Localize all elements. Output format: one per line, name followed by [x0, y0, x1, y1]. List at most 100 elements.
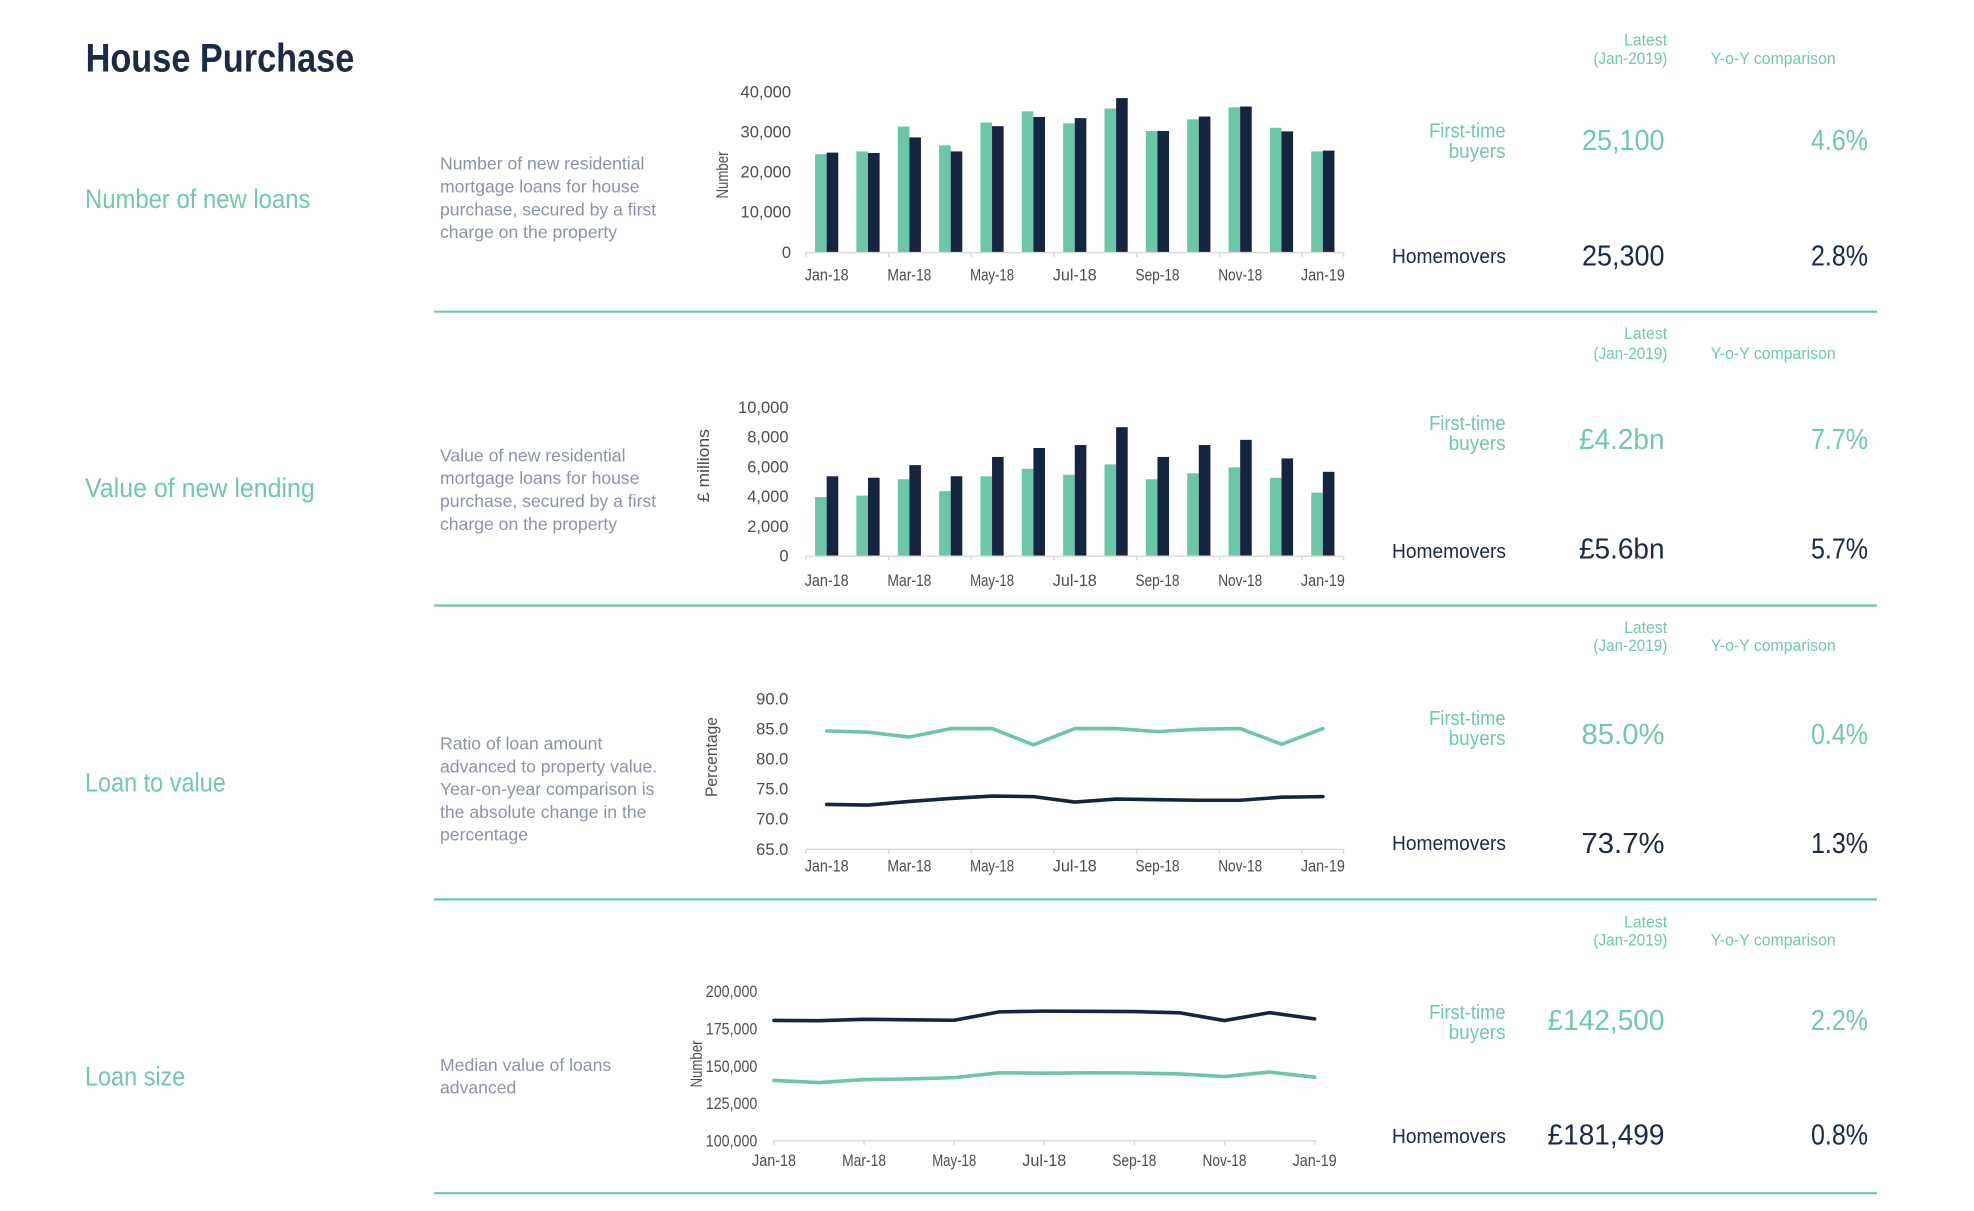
svg-text:Sep-18: Sep-18	[1136, 857, 1180, 875]
svg-text:1.3%: 1.3%	[1811, 828, 1868, 860]
svg-text:£181,499: £181,499	[1548, 1120, 1665, 1152]
svg-text:25,100: 25,100	[1582, 125, 1665, 157]
svg-text:6,000: 6,000	[747, 458, 788, 476]
svg-text:0: 0	[782, 244, 791, 262]
svg-text:purchase, secured by a first: purchase, secured by a first	[440, 491, 656, 511]
svg-text:Loan to value: Loan to value	[85, 767, 226, 797]
svg-text:5.7%: 5.7%	[1811, 534, 1868, 566]
svg-text:Homemovers: Homemovers	[1392, 1126, 1506, 1148]
svg-text:Year-on-year comparison is: Year-on-year comparison is	[440, 779, 655, 799]
svg-text:175,000: 175,000	[706, 1020, 758, 1038]
svg-text:Nov-18: Nov-18	[1218, 267, 1262, 285]
svg-text:Jan-19: Jan-19	[1301, 572, 1345, 590]
svg-text:2,000: 2,000	[747, 518, 788, 536]
svg-text:Homemovers: Homemovers	[1392, 833, 1506, 855]
svg-text:20,000: 20,000	[741, 164, 791, 182]
svg-text:Y-o-Y comparison: Y-o-Y comparison	[1711, 636, 1836, 655]
svg-text:(Jan-2019): (Jan-2019)	[1593, 931, 1667, 950]
svg-text:mortgage loans for house: mortgage loans for house	[440, 176, 640, 196]
svg-text:25,300: 25,300	[1582, 241, 1665, 273]
svg-text:4,000: 4,000	[747, 488, 788, 506]
svg-text:May-18: May-18	[970, 857, 1014, 875]
svg-text:the absolute change in the: the absolute change in the	[440, 802, 646, 822]
svg-text:Mar-18: Mar-18	[887, 857, 931, 875]
svg-text:Latest: Latest	[1624, 30, 1667, 49]
svg-text:0.4%: 0.4%	[1811, 719, 1868, 751]
svg-text:Number of new residential: Number of new residential	[440, 154, 644, 174]
svg-text:Value of new residential: Value of new residential	[440, 445, 626, 465]
svg-text:Nov-18: Nov-18	[1203, 1152, 1247, 1170]
svg-text:0: 0	[779, 548, 788, 566]
svg-text:65.0: 65.0	[756, 841, 788, 859]
svg-text:buyers: buyers	[1449, 728, 1506, 750]
svg-text:7.7%: 7.7%	[1811, 424, 1868, 456]
svg-text:Jul-18: Jul-18	[1022, 1152, 1066, 1170]
svg-text:Y-o-Y comparison: Y-o-Y comparison	[1711, 344, 1836, 363]
svg-text:85.0%: 85.0%	[1582, 719, 1665, 751]
svg-text:Jan-18: Jan-18	[752, 1152, 796, 1170]
svg-text:Latest: Latest	[1624, 913, 1667, 932]
svg-text:90.0: 90.0	[756, 690, 788, 708]
svg-text:Number: Number	[688, 1040, 706, 1087]
svg-text:Y-o-Y comparison: Y-o-Y comparison	[1711, 49, 1836, 68]
svg-text:£142,500: £142,500	[1548, 1005, 1665, 1037]
svg-text:First-time: First-time	[1429, 121, 1506, 143]
svg-text:4.6%: 4.6%	[1811, 125, 1868, 157]
svg-text:(Jan-2019): (Jan-2019)	[1593, 636, 1667, 655]
svg-text:Nov-18: Nov-18	[1218, 857, 1262, 875]
svg-text:80.0: 80.0	[756, 751, 788, 769]
svg-text:0.8%: 0.8%	[1811, 1120, 1868, 1152]
svg-text:House Purchase: House Purchase	[86, 37, 355, 81]
svg-text:£5.6bn: £5.6bn	[1579, 534, 1665, 566]
svg-text:Homemovers: Homemovers	[1392, 246, 1506, 268]
svg-text:Homemovers: Homemovers	[1392, 541, 1506, 563]
svg-text:Mar-18: Mar-18	[887, 267, 931, 285]
svg-text:73.7%: 73.7%	[1582, 828, 1665, 860]
svg-text:(Jan-2019): (Jan-2019)	[1593, 49, 1667, 68]
svg-text:mortgage loans for house: mortgage loans for house	[440, 468, 640, 488]
svg-text:Number: Number	[714, 151, 732, 198]
svg-text:2.2%: 2.2%	[1811, 1005, 1868, 1037]
svg-text:100,000: 100,000	[706, 1133, 758, 1151]
svg-text:buyers: buyers	[1449, 1022, 1506, 1044]
svg-text:Latest: Latest	[1624, 324, 1667, 343]
svg-text:Jan-18: Jan-18	[805, 267, 849, 285]
svg-text:charge on the property: charge on the property	[440, 514, 617, 534]
svg-text:May-18: May-18	[970, 572, 1014, 590]
svg-text:Jan-19: Jan-19	[1301, 267, 1345, 285]
svg-text:30,000: 30,000	[741, 124, 791, 142]
svg-text:(Jan-2019): (Jan-2019)	[1593, 344, 1667, 363]
svg-text:buyers: buyers	[1449, 141, 1506, 163]
svg-text:Jul-18: Jul-18	[1053, 267, 1097, 285]
svg-text:Median value of loans: Median value of loans	[440, 1055, 611, 1075]
svg-text:buyers: buyers	[1449, 433, 1506, 455]
svg-text:Y-o-Y comparison: Y-o-Y comparison	[1711, 931, 1836, 950]
svg-text:May-18: May-18	[970, 267, 1014, 285]
svg-text:First-time: First-time	[1429, 1002, 1506, 1024]
svg-text:200,000: 200,000	[706, 983, 758, 1001]
svg-text:Ratio of loan amount: Ratio of loan amount	[440, 734, 602, 754]
svg-text:Number of new loans: Number of new loans	[85, 184, 310, 214]
svg-text:Value of new lending: Value of new lending	[85, 473, 315, 503]
svg-text:advanced to property value.: advanced to property value.	[440, 756, 657, 776]
svg-text:May-18: May-18	[932, 1152, 976, 1170]
svg-text:Nov-18: Nov-18	[1218, 572, 1262, 590]
svg-text:75.0: 75.0	[756, 781, 788, 799]
svg-text:10,000: 10,000	[741, 204, 791, 222]
svg-text:First-time: First-time	[1429, 708, 1506, 730]
svg-text:£ millions: £ millions	[695, 429, 713, 502]
svg-text:125,000: 125,000	[706, 1095, 758, 1113]
svg-text:First-time: First-time	[1429, 413, 1506, 435]
svg-text:10,000: 10,000	[738, 399, 788, 417]
svg-text:40,000: 40,000	[741, 84, 791, 102]
svg-text:70.0: 70.0	[756, 811, 788, 829]
svg-text:Jul-18: Jul-18	[1053, 572, 1097, 590]
svg-text:percentage: percentage	[440, 825, 528, 845]
svg-text:2.8%: 2.8%	[1811, 241, 1868, 273]
svg-text:8,000: 8,000	[747, 429, 788, 447]
svg-text:Mar-18: Mar-18	[887, 572, 931, 590]
svg-text:Jan-18: Jan-18	[805, 857, 849, 875]
svg-text:Sep-18: Sep-18	[1136, 267, 1180, 285]
svg-text:Jan-18: Jan-18	[805, 572, 849, 590]
svg-text:purchase, secured by a first: purchase, secured by a first	[440, 199, 656, 219]
